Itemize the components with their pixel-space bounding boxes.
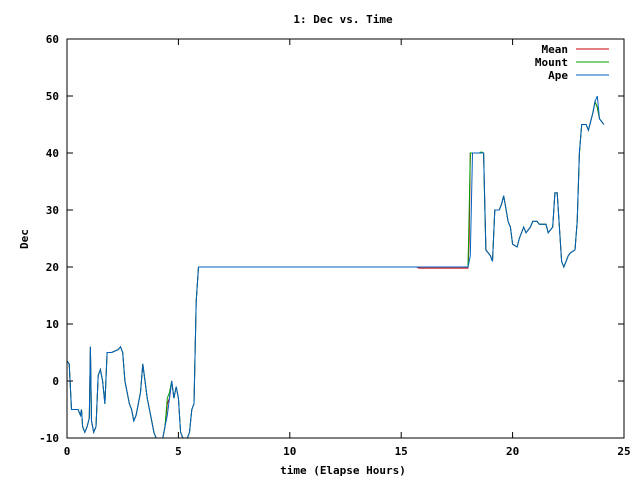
x-tick-label: 0: [64, 445, 71, 458]
y-tick-label: 30: [46, 204, 59, 217]
y-tick-label: 40: [46, 147, 59, 160]
x-tick-label: 5: [175, 445, 182, 458]
series-layer: [66, 95, 605, 439]
plot-frame: [66, 38, 625, 439]
y-tick-label: 60: [46, 33, 59, 46]
legend-label-mount: Mount: [535, 56, 568, 69]
x-tick-label: 25: [617, 445, 630, 458]
y-axis-label: Dec: [18, 229, 31, 249]
y-tick-label: 10: [46, 318, 59, 331]
legend-label-ape: Ape: [548, 69, 568, 82]
series-line-mean: [66, 99, 605, 439]
x-tick-label: 10: [283, 445, 296, 458]
y-tick-label: -10: [39, 432, 59, 445]
chart-title: 1: Dec vs. Time: [293, 13, 393, 26]
x-tick-label: 20: [506, 445, 519, 458]
x-axis-label: time (Elapse Hours): [280, 464, 406, 477]
series-line-mount: [66, 99, 605, 439]
axes-layer: 0 5 10 15 20 25 -10 0 10 20 30 40 50 60: [39, 33, 631, 458]
y-tick-label: 20: [46, 261, 59, 274]
x-tick-label: 15: [395, 445, 408, 458]
series-line-ape: [66, 95, 605, 439]
y-tick-label: 0: [52, 375, 59, 388]
legend-label-mean: Mean: [542, 43, 569, 56]
y-tick-label: 50: [46, 90, 59, 103]
